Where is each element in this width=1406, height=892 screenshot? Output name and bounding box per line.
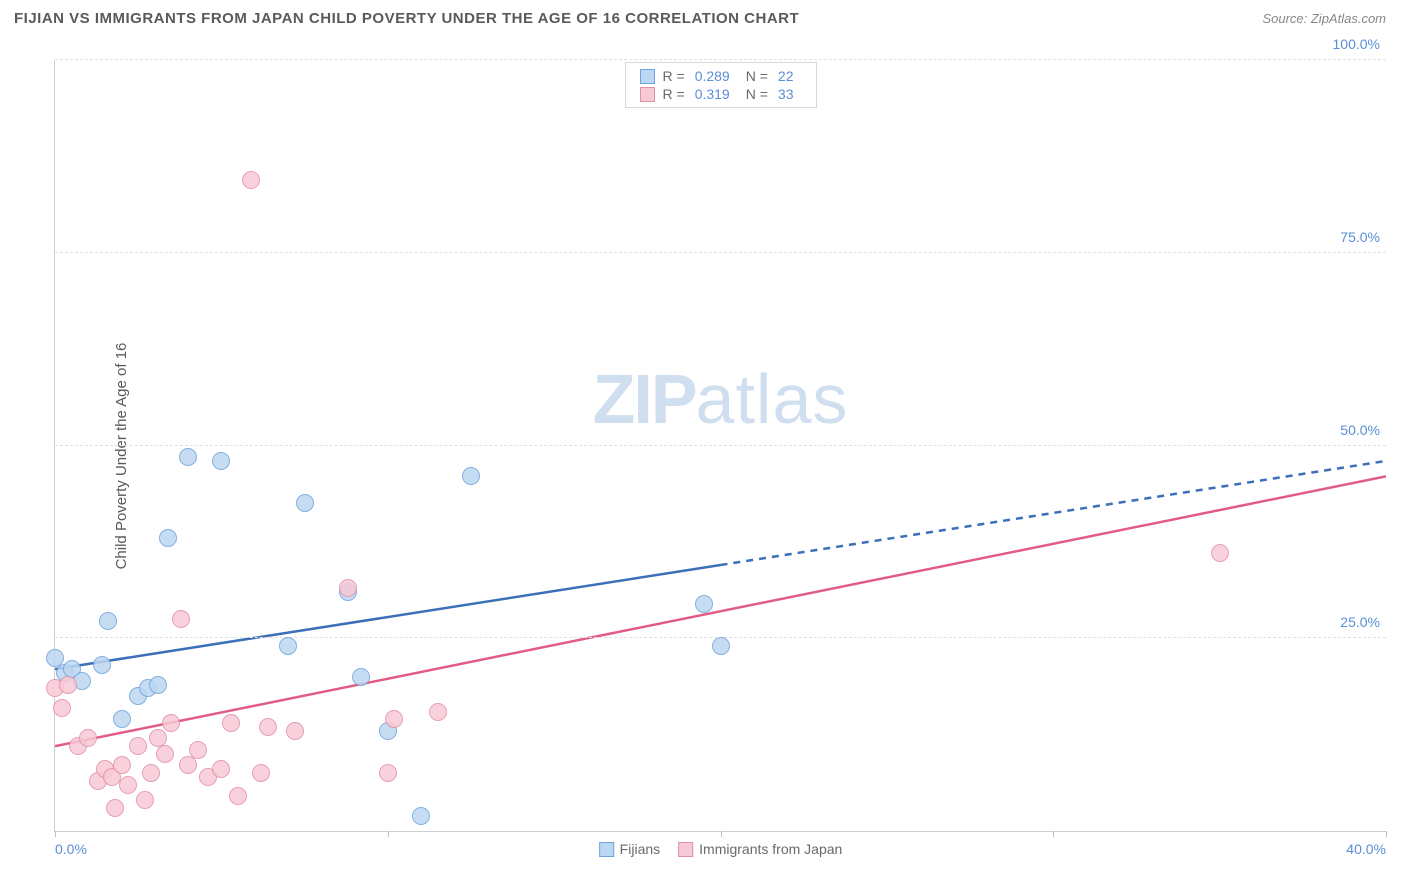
n-value: 22	[778, 68, 794, 84]
data-point	[339, 579, 357, 597]
data-point	[286, 722, 304, 740]
data-point	[279, 637, 297, 655]
data-point	[385, 710, 403, 728]
data-point	[113, 756, 131, 774]
data-point	[1211, 544, 1229, 562]
stats-row-japan: R = 0.319 N = 33	[640, 85, 802, 103]
data-point	[159, 529, 177, 547]
series-legend: Fijians Immigrants from Japan	[599, 841, 843, 857]
plot-area: ZIPatlas R = 0.289 N = 22 R = 0.319 N = …	[54, 60, 1386, 832]
y-tick-label: 25.0%	[1340, 614, 1380, 630]
data-point	[462, 467, 480, 485]
data-point	[106, 799, 124, 817]
gridline	[55, 445, 1386, 446]
data-point	[156, 745, 174, 763]
n-label: N =	[746, 86, 768, 102]
gridline	[55, 59, 1386, 60]
stats-legend: R = 0.289 N = 22 R = 0.319 N = 33	[625, 62, 817, 108]
swatch-icon	[678, 842, 693, 857]
x-tick	[1053, 831, 1054, 837]
data-point	[379, 764, 397, 782]
source-label: Source: ZipAtlas.com	[1262, 11, 1386, 26]
data-point	[296, 494, 314, 512]
data-point	[79, 729, 97, 747]
data-point	[129, 737, 147, 755]
swatch-icon	[599, 842, 614, 857]
watermark: ZIPatlas	[593, 359, 849, 439]
r-value: 0.289	[695, 68, 730, 84]
stats-row-fijians: R = 0.289 N = 22	[640, 67, 802, 85]
data-point	[179, 756, 197, 774]
data-point	[162, 714, 180, 732]
data-point	[712, 637, 730, 655]
r-label: R =	[663, 86, 685, 102]
r-value: 0.319	[695, 86, 730, 102]
data-point	[412, 807, 430, 825]
data-point	[252, 764, 270, 782]
y-tick-label: 100.0%	[1333, 36, 1380, 52]
data-point	[53, 699, 71, 717]
data-point	[695, 595, 713, 613]
data-point	[136, 791, 154, 809]
data-point	[352, 668, 370, 686]
x-tick	[1386, 831, 1387, 837]
data-point	[119, 776, 137, 794]
x-tick	[388, 831, 389, 837]
x-tick	[55, 831, 56, 837]
chart-title: FIJIAN VS IMMIGRANTS FROM JAPAN CHILD PO…	[14, 10, 799, 27]
data-point	[59, 676, 77, 694]
data-point	[113, 710, 131, 728]
data-point	[99, 612, 117, 630]
r-label: R =	[663, 68, 685, 84]
data-point	[172, 610, 190, 628]
chart-container: Child Poverty Under the Age of 16 ZIPatl…	[14, 40, 1386, 872]
data-point	[149, 676, 167, 694]
data-point	[179, 448, 197, 466]
swatch-icon	[640, 87, 655, 102]
n-value: 33	[778, 86, 794, 102]
x-tick-label: 0.0%	[55, 841, 87, 857]
data-point	[229, 787, 247, 805]
x-tick-label: 40.0%	[1346, 841, 1386, 857]
legend-label: Immigrants from Japan	[699, 841, 842, 857]
data-point	[142, 764, 160, 782]
data-point	[93, 656, 111, 674]
n-label: N =	[746, 68, 768, 84]
x-tick	[721, 831, 722, 837]
gridline	[55, 252, 1386, 253]
data-point	[242, 171, 260, 189]
data-point	[189, 741, 207, 759]
swatch-icon	[640, 69, 655, 84]
legend-item-japan: Immigrants from Japan	[678, 841, 842, 857]
data-point	[212, 760, 230, 778]
y-tick-label: 50.0%	[1340, 422, 1380, 438]
data-point	[259, 718, 277, 736]
y-tick-label: 75.0%	[1340, 229, 1380, 245]
data-point	[212, 452, 230, 470]
legend-item-fijians: Fijians	[599, 841, 660, 857]
legend-label: Fijians	[620, 841, 660, 857]
data-point	[429, 703, 447, 721]
data-point	[222, 714, 240, 732]
